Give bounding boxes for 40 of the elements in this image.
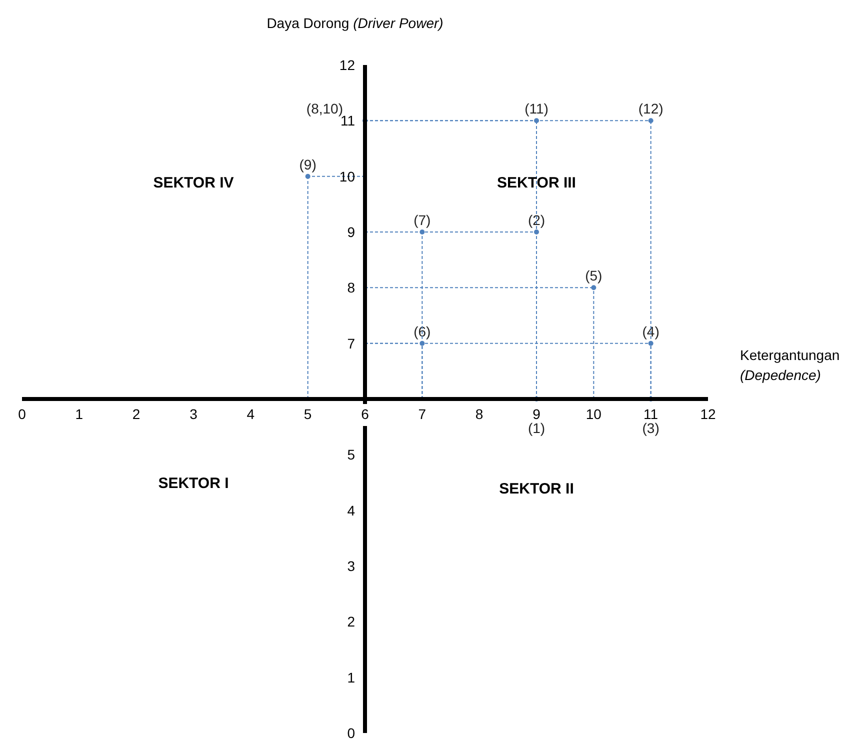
series-label: (11) [524, 100, 548, 117]
y-tick-label: 12 [339, 57, 356, 73]
y-axis-title: Daya Dorong (Driver Power) [266, 15, 444, 31]
y-tick-label: 5 [347, 446, 356, 463]
y-tick-label: 8 [347, 280, 356, 296]
series-label: (5) [585, 268, 602, 284]
x-tick-label: 8 [475, 406, 484, 422]
y-tick-label: 9 [347, 224, 356, 240]
series-label: (4) [642, 323, 660, 340]
x-tick-label: 0 [18, 406, 26, 422]
x-tick-label: 10 [586, 406, 602, 422]
series-label: (1) [528, 420, 546, 436]
x-tick-label: 4 [246, 406, 255, 422]
x-tick-label: 12 [700, 406, 716, 422]
x-tick-label: 11 [644, 406, 658, 422]
y-tick-label: 1 [347, 669, 356, 686]
series-label: (3) [642, 420, 660, 436]
x-tick-label: 6 [361, 406, 370, 422]
y-tick-label: 4 [347, 502, 356, 518]
x-tick-label: 5 [304, 406, 312, 422]
series-label: (9) [299, 156, 316, 172]
annotation: SEKTOR I [158, 475, 229, 492]
series-label: (8,10) [306, 100, 343, 117]
y-tick-label: 0 [347, 725, 356, 741]
x-tick-label: 1 [75, 406, 84, 422]
x-tick-label: 2 [132, 406, 140, 422]
x-tick-label: 9 [532, 406, 541, 422]
y-tick-label: 7 [347, 335, 356, 352]
annotation: SEKTOR IV [153, 174, 234, 192]
series-label: (6) [414, 323, 431, 340]
annotation: SEKTOR II [499, 480, 574, 498]
series-label: (2) [528, 212, 546, 228]
annotation: SEKTOR III [497, 174, 576, 192]
x-tick-label: 3 [190, 406, 198, 422]
y-tick-label: 3 [347, 558, 356, 574]
y-tick-label: 2 [347, 614, 356, 630]
series-label: (12) [638, 100, 664, 117]
x-axis-title: Ketergantungan (Depedence) [740, 347, 844, 383]
series-label: (7) [414, 212, 431, 228]
x-tick-label: 7 [418, 406, 426, 422]
